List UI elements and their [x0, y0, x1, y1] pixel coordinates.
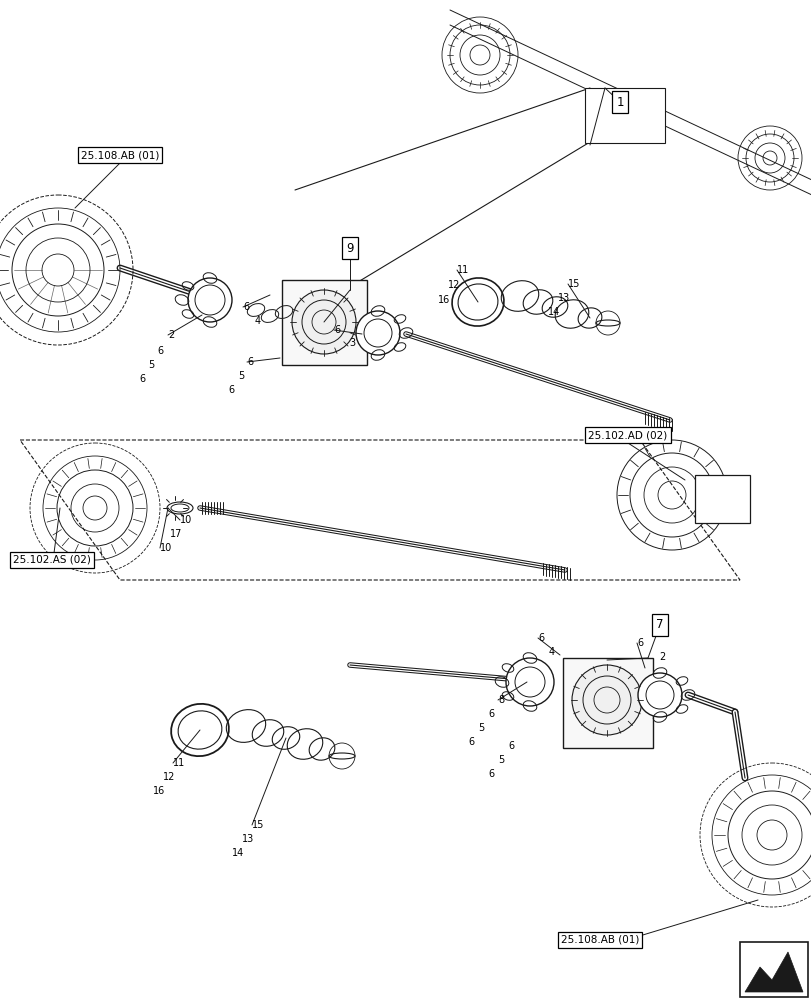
Circle shape	[355, 311, 400, 355]
Text: 7: 7	[655, 618, 663, 632]
Text: 25.108.AB (01): 25.108.AB (01)	[560, 935, 638, 945]
Text: 25.108.AB (01): 25.108.AB (01)	[81, 150, 159, 160]
Text: 10: 10	[160, 543, 172, 553]
Text: 15: 15	[568, 279, 580, 289]
Text: 6: 6	[636, 638, 642, 648]
Text: 11: 11	[173, 758, 185, 768]
Text: 4: 4	[548, 647, 555, 657]
Text: 6: 6	[333, 325, 340, 335]
Text: 5: 5	[497, 755, 504, 765]
Text: 14: 14	[232, 848, 244, 858]
Text: 12: 12	[163, 772, 175, 782]
Text: 16: 16	[152, 786, 165, 796]
Text: 6: 6	[467, 737, 474, 747]
Bar	[562, 658, 652, 748]
Text: 3: 3	[349, 338, 354, 348]
Text: 6: 6	[157, 346, 163, 356]
Text: 13: 13	[557, 293, 569, 303]
Text: 25.102.AS (02): 25.102.AS (02)	[13, 555, 91, 565]
Polygon shape	[744, 952, 802, 992]
Text: 9: 9	[345, 241, 354, 254]
Text: 11: 11	[457, 265, 469, 275]
Text: 2: 2	[659, 652, 664, 662]
Bar	[584, 88, 664, 143]
Circle shape	[292, 290, 355, 354]
Text: 6: 6	[487, 769, 494, 779]
Text: 10: 10	[180, 515, 192, 525]
Text: 15: 15	[251, 820, 264, 830]
Text: 6: 6	[487, 709, 494, 719]
Text: 6: 6	[247, 357, 253, 367]
Circle shape	[505, 658, 553, 706]
Text: 1: 1	[616, 96, 623, 109]
Text: 12: 12	[448, 280, 460, 290]
Circle shape	[571, 665, 642, 735]
Text: 16: 16	[437, 295, 449, 305]
Text: 6: 6	[228, 385, 234, 395]
Circle shape	[637, 673, 681, 717]
Text: 17: 17	[169, 529, 182, 539]
Bar	[694, 475, 749, 523]
Text: 6: 6	[242, 302, 249, 312]
Text: 6: 6	[508, 741, 513, 751]
Text: 2: 2	[168, 330, 174, 340]
Text: 5: 5	[478, 723, 483, 733]
Text: 5: 5	[148, 360, 154, 370]
Text: 6: 6	[538, 633, 543, 643]
Text: 25.102.AD (02): 25.102.AD (02)	[588, 430, 667, 440]
Text: 14: 14	[547, 307, 560, 317]
Text: 6: 6	[139, 374, 145, 384]
Text: 8: 8	[497, 695, 504, 705]
Bar	[739, 942, 807, 997]
Circle shape	[188, 278, 232, 322]
Text: 13: 13	[242, 834, 254, 844]
Text: 5: 5	[238, 371, 244, 381]
Text: 4: 4	[255, 316, 261, 326]
Bar	[281, 280, 367, 365]
